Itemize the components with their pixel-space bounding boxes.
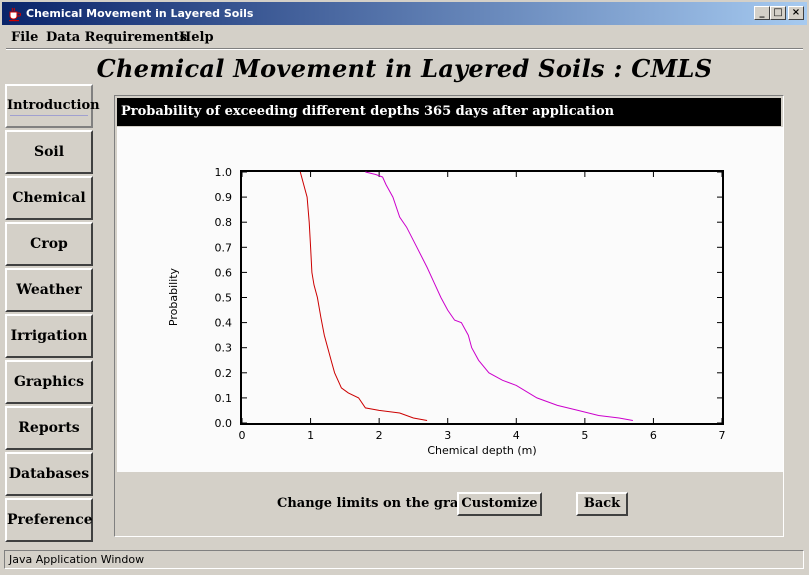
minimize-button[interactable]: _ [754,6,770,20]
menu-data-requirements[interactable]: Data Requirements [46,30,188,45]
y-tick-label: 0.2 [215,367,233,380]
chart-area: 0 1 2 3 4 5 6 7 0.0 0.1 0.2 0.3 0.4 0.5 0.6 0.7 0.8 0.9 1… [117,127,783,472]
customize-button[interactable]: Customize [457,492,542,516]
y-tick-label: 0.0 [215,417,233,430]
y-axis-label: Probability [167,267,180,326]
back-button[interactable]: Back [576,492,628,516]
bottom-controls: Change limits on the graph: Customize Ba… [117,472,781,535]
title-bar: Chemical Movement in Layered Soils _ □ × [0,0,809,27]
sidebar-item-crop[interactable]: Crop [5,222,93,266]
y-tick-label: 0.8 [215,216,233,229]
x-tick-label: 7 [719,429,726,442]
menu-help[interactable]: Help [179,30,214,45]
status-bar: Java Application Window [4,550,804,569]
app-heading: Chemical Movement in Layered Soils : CML… [96,54,713,83]
y-tick-label: 0.3 [215,342,233,355]
y-tick-label: 0.4 [215,317,233,330]
x-tick-label: 5 [581,429,588,442]
close-button[interactable]: × [788,6,804,20]
sidebar-item-irrigation[interactable]: Irrigation [5,314,93,358]
sidebar-item-introduction[interactable]: Introduction [5,84,100,128]
x-axis-label: Chemical depth (m) [427,444,536,457]
java-coffee-icon [9,7,21,22]
y-tick-label: 0.7 [215,241,233,254]
y-tick-label: 0.5 [215,292,233,305]
x-tick-label: 4 [513,429,520,442]
y-tick-label: 0.9 [215,191,233,204]
sidebar-item-preference[interactable]: Preference [5,498,93,542]
menu-file[interactable]: File [11,30,39,45]
maximize-button[interactable]: □ [770,6,786,20]
probability-chart: 0 1 2 3 4 5 6 7 0.0 0.1 0.2 0.3 0.4 0.5 0.6 0.7 0.8 0.9 1… [167,166,726,457]
x-tick-label: 1 [307,429,314,442]
main-panel: Probability of exceeding different depth… [114,95,784,537]
menu-bar: File Data Requirements Help [0,27,809,48]
series-line-2 [365,171,633,421]
panel-header: Probability of exceeding different depth… [117,98,781,126]
x-tick-label: 3 [444,429,451,442]
sidebar-item-reports[interactable]: Reports [5,406,93,450]
series-line-1 [299,171,428,421]
x-tick-label: 6 [650,429,657,442]
plot-frame [240,170,724,425]
menu-divider [6,48,803,50]
y-tick-label: 1.0 [215,166,233,179]
x-tick-label: 2 [376,429,383,442]
sidebar-item-soil[interactable]: Soil [5,130,93,174]
window-title: Chemical Movement in Layered Soils [26,7,254,20]
sidebar-item-databases[interactable]: Databases [5,452,93,496]
x-tick-label: 0 [239,429,246,442]
y-tick-label: 0.1 [215,392,233,405]
sidebar-item-chemical[interactable]: Chemical [5,176,93,220]
sidebar-item-graphics[interactable]: Graphics [5,360,93,404]
y-tick-label: 0.6 [215,266,233,279]
sidebar-item-weather[interactable]: Weather [5,268,93,312]
change-limits-label: Change limits on the graph: [277,496,482,511]
